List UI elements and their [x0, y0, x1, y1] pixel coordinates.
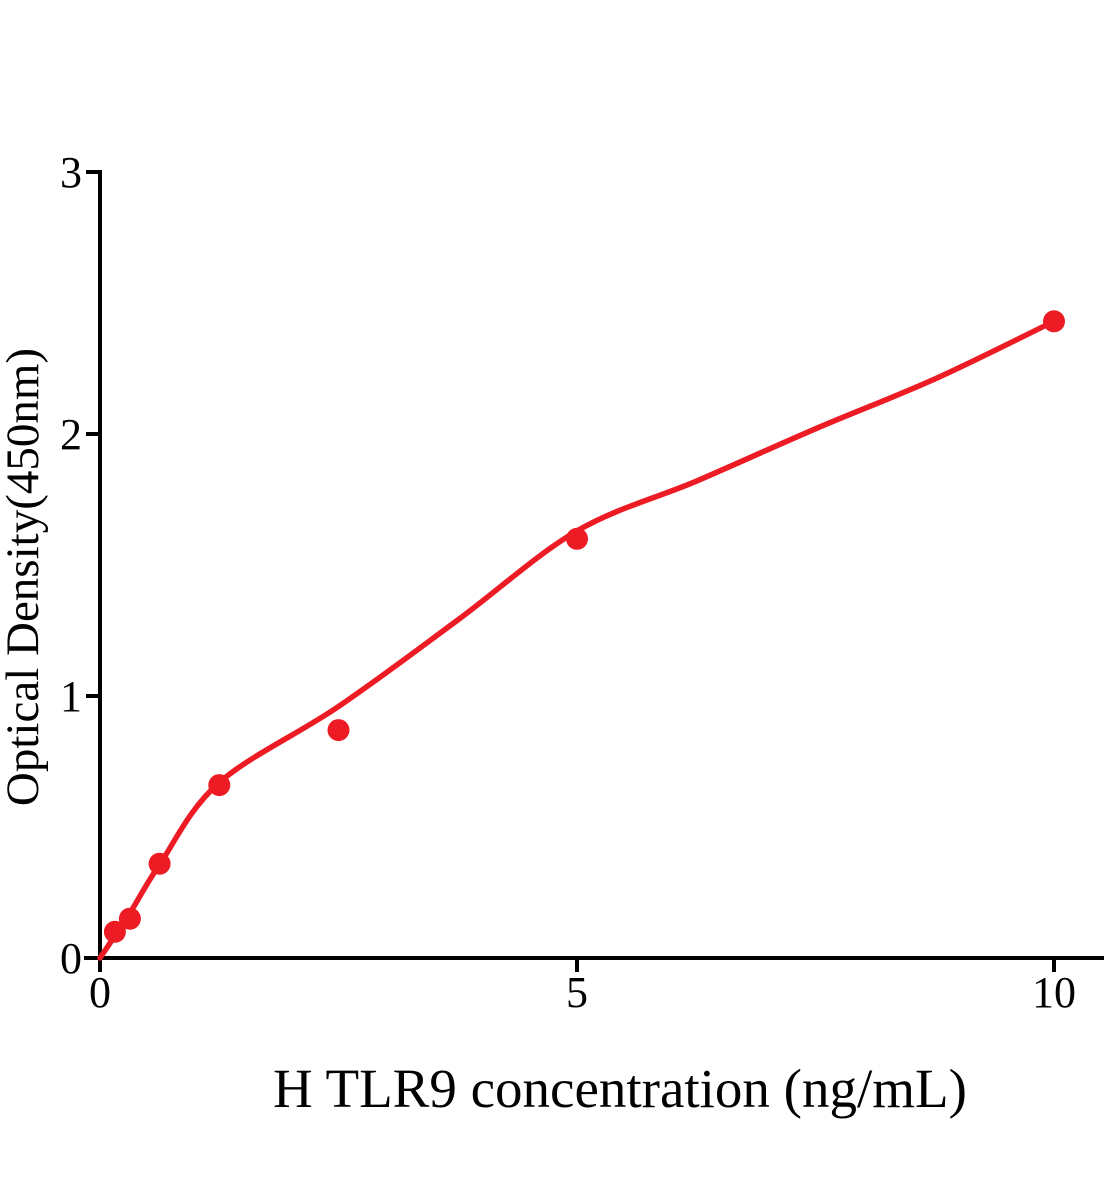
y-axis-title: Optical Density(450nm) [0, 348, 49, 806]
data-point-2 [148, 852, 171, 875]
x-tick-label-5: 5 [566, 968, 588, 1017]
y-tick-label-3: 3 [60, 148, 82, 197]
y-tick-label-0: 0 [60, 934, 82, 983]
data-points-group [103, 310, 1065, 943]
x-tick-label-10: 10 [1032, 968, 1076, 1017]
data-point-4 [327, 719, 350, 742]
fit-curve-line [97, 318, 1057, 961]
y-tick-label-1: 1 [60, 672, 82, 721]
data-point-5 [566, 527, 588, 550]
x-axis-title: H TLR9 concentration (ng/mL) [273, 1058, 967, 1119]
x-tick-label-0: 0 [89, 968, 111, 1017]
axes [84, 170, 1104, 972]
y-tick-label-2: 2 [60, 410, 82, 459]
tick-labels: 0 5 10 0 1 2 3 [60, 148, 1076, 1017]
data-point-1 [118, 907, 141, 930]
data-point-0 [103, 920, 126, 943]
data-point-6 [1043, 310, 1065, 333]
data-point-3 [208, 774, 231, 797]
